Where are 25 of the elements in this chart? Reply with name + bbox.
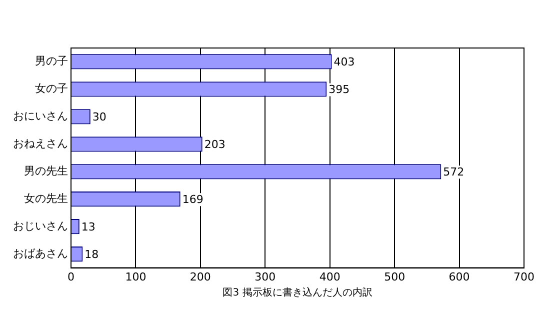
y-tick-label: おばあさん [13,246,68,260]
x-tick-label: 700 [514,270,534,284]
data-label: 395 [328,83,350,96]
y-tick-label: 男の先生 [24,164,68,178]
y-tick-label: おにいさん [13,110,68,123]
y-tick-label: 男の子 [35,54,68,68]
x-axis-title: 図3 掲示板に書き込んだ人の内訳 [222,286,372,299]
data-label: 13 [81,220,96,234]
data-label: 169 [182,192,204,206]
x-tick-label: 300 [254,270,276,284]
x-tick-label: 400 [319,270,340,284]
data-label: 18 [84,248,99,261]
data-label: 572 [443,165,464,178]
y-tick-label: 女の先生 [24,192,68,205]
y-tick-label: おじいさん [13,219,68,232]
x-tick-label: 500 [384,270,406,284]
y-tick-label: おねえさん [13,137,68,150]
data-label: 203 [204,138,226,152]
x-tick-label: 200 [190,270,211,284]
data-label: 30 [92,110,106,124]
x-tick-label: 100 [125,270,146,284]
data-label: 403 [334,56,355,69]
y-tick-label: 女の子 [35,82,68,96]
x-tick-label: 600 [448,270,470,284]
x-tick-label: 0 [68,270,74,284]
